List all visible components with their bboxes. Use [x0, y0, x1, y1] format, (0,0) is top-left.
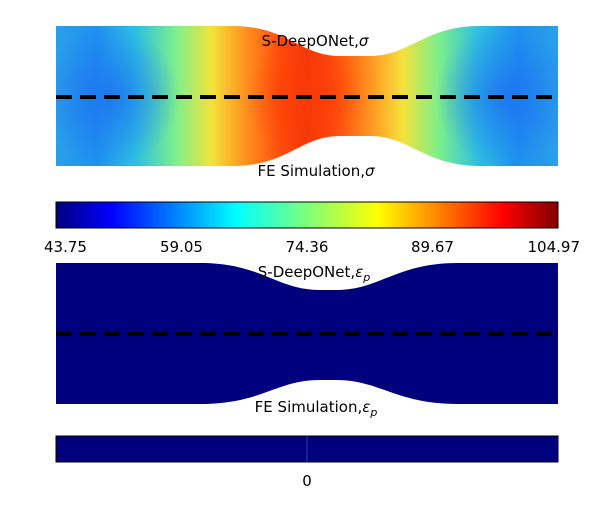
stress-bottom-label: FE Simulation,σ [257, 162, 375, 180]
stress-contour-panel: S-DeepONet,σ FE Simulation,σ [56, 26, 558, 180]
strain-colorbar: 0 [55, 435, 559, 490]
stress-top-label: S-DeepONet,σ [262, 32, 369, 50]
stress-colorbar: 43.75 59.05 74.36 89.67 104.97 [44, 201, 581, 256]
stress-colorbar-tick-label: 89.67 [411, 238, 454, 256]
stress-colorbar-fill [55, 201, 559, 229]
strain-top-label: S-DeepONet,εp [258, 263, 370, 284]
stress-colorbar-tick-label: 59.05 [160, 238, 203, 256]
strain-contour-panel: S-DeepONet,εp FE Simulation,εp [56, 263, 558, 419]
stress-colorbar-tick-label: 74.36 [286, 238, 329, 256]
strain-bottom-label: FE Simulation,εp [255, 398, 378, 419]
strain-colorbar-tick-label: 0 [302, 472, 312, 490]
stress-colorbar-tick-label: 104.97 [528, 238, 581, 256]
stress-colorbar-tick-label: 43.75 [44, 238, 87, 256]
